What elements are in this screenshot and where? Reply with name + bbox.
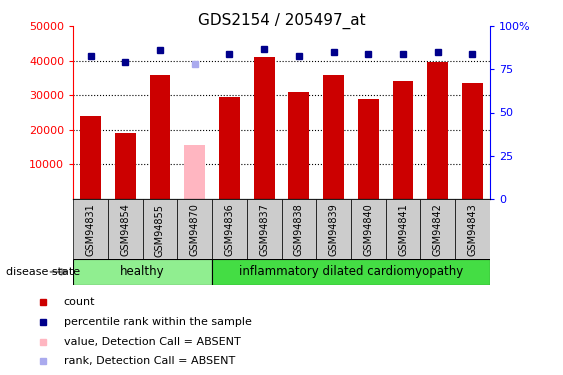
Text: GSM94855: GSM94855	[155, 204, 165, 257]
Bar	[115, 133, 136, 199]
Text: percentile rank within the sample: percentile rank within the sample	[64, 317, 252, 327]
Text: inflammatory dilated cardiomyopathy: inflammatory dilated cardiomyopathy	[239, 266, 463, 278]
Text: GDS2154 / 205497_at: GDS2154 / 205497_at	[198, 13, 365, 29]
Text: GSM94831: GSM94831	[86, 204, 96, 256]
Text: count: count	[64, 297, 95, 307]
Bar	[184, 145, 205, 199]
Text: GSM94842: GSM94842	[433, 204, 443, 257]
Bar	[73, 259, 212, 285]
Bar	[392, 81, 413, 199]
Bar	[108, 199, 142, 259]
Bar	[80, 116, 101, 199]
Bar	[288, 92, 309, 199]
Bar	[427, 63, 448, 199]
Bar	[351, 199, 386, 259]
Text: GSM94837: GSM94837	[259, 204, 269, 257]
Text: GSM94839: GSM94839	[329, 204, 338, 256]
Bar	[455, 199, 490, 259]
Bar	[254, 57, 275, 199]
Text: value, Detection Call = ABSENT: value, Detection Call = ABSENT	[64, 337, 240, 347]
Text: GSM94840: GSM94840	[363, 204, 373, 256]
Bar	[212, 259, 490, 285]
Text: GSM94870: GSM94870	[190, 204, 200, 257]
Text: rank, Detection Call = ABSENT: rank, Detection Call = ABSENT	[64, 356, 235, 366]
Bar	[142, 199, 177, 259]
Bar	[462, 83, 483, 199]
Bar	[73, 199, 108, 259]
Bar	[212, 199, 247, 259]
Text: GSM94843: GSM94843	[467, 204, 477, 256]
Bar	[386, 199, 421, 259]
Text: GSM94841: GSM94841	[398, 204, 408, 256]
Text: GSM94854: GSM94854	[120, 204, 130, 257]
Text: healthy: healthy	[120, 266, 165, 278]
Text: GSM94836: GSM94836	[225, 204, 234, 256]
Bar	[282, 199, 316, 259]
Bar	[421, 199, 455, 259]
Bar	[219, 97, 240, 199]
Bar	[316, 199, 351, 259]
Bar	[177, 199, 212, 259]
Bar	[358, 99, 379, 199]
Text: GSM94838: GSM94838	[294, 204, 304, 256]
Bar	[247, 199, 282, 259]
Bar	[150, 75, 171, 199]
Text: disease state: disease state	[6, 267, 80, 277]
Bar	[323, 75, 344, 199]
